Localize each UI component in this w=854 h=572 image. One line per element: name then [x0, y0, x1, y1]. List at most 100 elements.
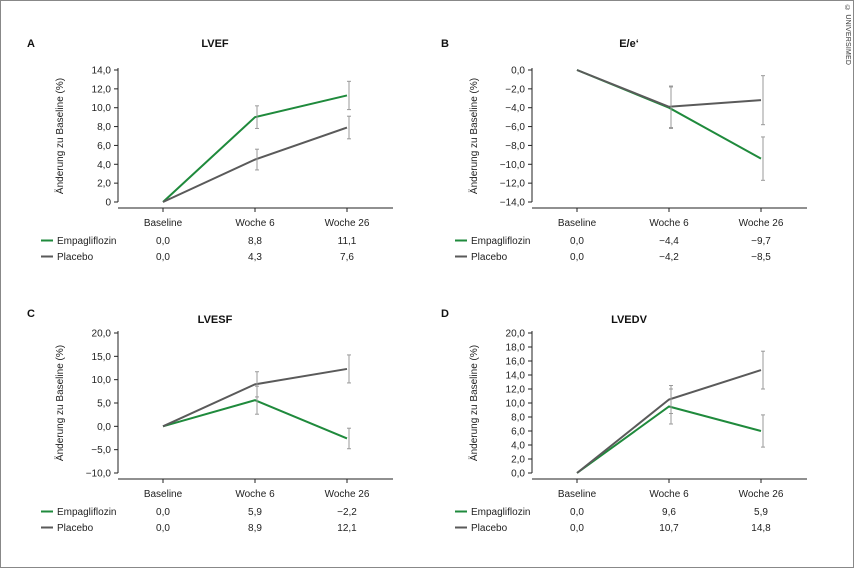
- copyright-notice: © UNIVERSIMED: [844, 5, 851, 66]
- y-tick-label: −14,0: [500, 198, 526, 209]
- panel-title: LVEDV: [611, 314, 648, 326]
- table-value: 0,0: [156, 523, 170, 534]
- table-value: 0,0: [570, 236, 584, 247]
- y-tick-label: −4,0: [505, 103, 525, 114]
- x-tick-label: Woche 26: [739, 489, 784, 500]
- panel-letter: A: [27, 38, 35, 50]
- y-tick-label: 12,0: [506, 385, 526, 396]
- y-tick-label: 12,0: [92, 84, 112, 95]
- y-tick-label: 2,0: [97, 179, 111, 190]
- y-tick-label: 0: [105, 198, 111, 209]
- y-axis-label: Änderung zu Baseline (%): [468, 78, 480, 194]
- y-tick-label: 18,0: [506, 343, 526, 354]
- table-value: 5,9: [754, 507, 768, 518]
- x-tick-label: Baseline: [144, 489, 183, 500]
- y-axis-label: Änderung zu Baseline (%): [54, 345, 66, 461]
- legend-label: Placebo: [57, 523, 94, 534]
- y-tick-label: −8,0: [505, 141, 525, 152]
- x-tick-label: Woche 6: [649, 218, 689, 229]
- panel-title: E/e‘: [619, 38, 639, 50]
- panel-letter: C: [27, 308, 35, 320]
- y-tick-label: 10,0: [92, 103, 112, 114]
- y-axis-label: Änderung zu Baseline (%): [54, 78, 66, 194]
- y-tick-label: 4,0: [97, 160, 111, 171]
- x-tick-label: Woche 26: [325, 489, 370, 500]
- legend-label: Placebo: [471, 252, 508, 263]
- x-tick-label: Woche 26: [739, 218, 784, 229]
- panel-letter: B: [441, 38, 449, 50]
- y-tick-label: 4,0: [511, 441, 525, 452]
- series-line-empagliflozin: [576, 69, 762, 160]
- legend-label: Placebo: [57, 252, 94, 263]
- y-tick-label: 6,0: [97, 141, 111, 152]
- series-line-placebo: [576, 69, 762, 108]
- series-line-placebo: [162, 367, 348, 428]
- y-tick-label: 8,0: [511, 413, 525, 424]
- table-value: −8,5: [751, 252, 771, 263]
- table-value: 0,0: [156, 236, 170, 247]
- y-tick-label: −2,0: [505, 84, 525, 95]
- series-line-empagliflozin: [162, 399, 348, 440]
- table-value: 11,1: [338, 236, 357, 247]
- y-tick-label: 15,0: [92, 352, 112, 363]
- y-tick-label: 6,0: [511, 427, 525, 438]
- y-tick-label: 8,0: [97, 122, 111, 133]
- legend-label: Empagliflozin: [57, 507, 116, 518]
- y-tick-label: 16,0: [506, 357, 526, 368]
- series-line-placebo: [576, 369, 762, 474]
- y-tick-label: 14,0: [506, 371, 526, 382]
- series-line-empagliflozin: [162, 94, 348, 203]
- y-tick-label: 0,0: [511, 66, 525, 77]
- table-value: 8,8: [248, 236, 262, 247]
- y-tick-label: 5,0: [97, 399, 111, 410]
- legend-label: Empagliflozin: [471, 236, 530, 247]
- y-tick-label: −12,0: [500, 179, 526, 190]
- y-tick-label: 10,0: [92, 375, 112, 386]
- table-value: 0,0: [156, 252, 170, 263]
- y-tick-label: −10,0: [500, 160, 526, 171]
- y-tick-label: 0,0: [511, 469, 525, 480]
- series-line-placebo: [162, 126, 348, 203]
- y-tick-label: −10,0: [86, 469, 112, 480]
- table-value: 14,8: [751, 523, 771, 534]
- legend-label: Empagliflozin: [57, 236, 116, 247]
- x-tick-label: Woche 6: [649, 489, 689, 500]
- table-value: −2,2: [337, 507, 357, 518]
- y-axis-label: Änderung zu Baseline (%): [468, 345, 480, 461]
- y-tick-label: 20,0: [92, 329, 112, 340]
- table-value: 0,0: [570, 252, 584, 263]
- x-tick-label: Woche 6: [235, 489, 275, 500]
- table-value: −9,7: [751, 236, 771, 247]
- legend-label: Empagliflozin: [471, 507, 530, 518]
- x-tick-label: Woche 6: [235, 218, 275, 229]
- series-line-empagliflozin: [576, 405, 762, 474]
- panel-title: LVESF: [198, 314, 233, 326]
- table-value: 5,9: [248, 507, 262, 518]
- table-value: 7,6: [340, 252, 354, 263]
- table-value: −4,2: [659, 252, 679, 263]
- table-value: 4,3: [248, 252, 262, 263]
- y-tick-label: 10,0: [506, 399, 526, 410]
- x-tick-label: Baseline: [558, 218, 597, 229]
- table-value: 10,7: [659, 523, 679, 534]
- y-tick-label: 0,0: [97, 422, 111, 433]
- y-tick-label: 2,0: [511, 455, 525, 466]
- y-tick-label: −5,0: [91, 445, 111, 456]
- x-tick-label: Woche 26: [325, 218, 370, 229]
- table-value: 0,0: [156, 507, 170, 518]
- table-value: 9,6: [662, 507, 676, 518]
- x-tick-label: Baseline: [558, 489, 597, 500]
- y-tick-label: 14,0: [92, 66, 112, 77]
- y-tick-label: −6,0: [505, 122, 525, 133]
- table-value: 8,9: [248, 523, 262, 534]
- legend-label: Placebo: [471, 523, 508, 534]
- table-value: 12,1: [337, 523, 357, 534]
- y-tick-label: 20,0: [506, 329, 526, 340]
- table-value: 0,0: [570, 523, 584, 534]
- x-tick-label: Baseline: [144, 218, 183, 229]
- panel-title: LVEF: [201, 38, 229, 50]
- table-value: −4,4: [659, 236, 679, 247]
- table-value: 0,0: [570, 507, 584, 518]
